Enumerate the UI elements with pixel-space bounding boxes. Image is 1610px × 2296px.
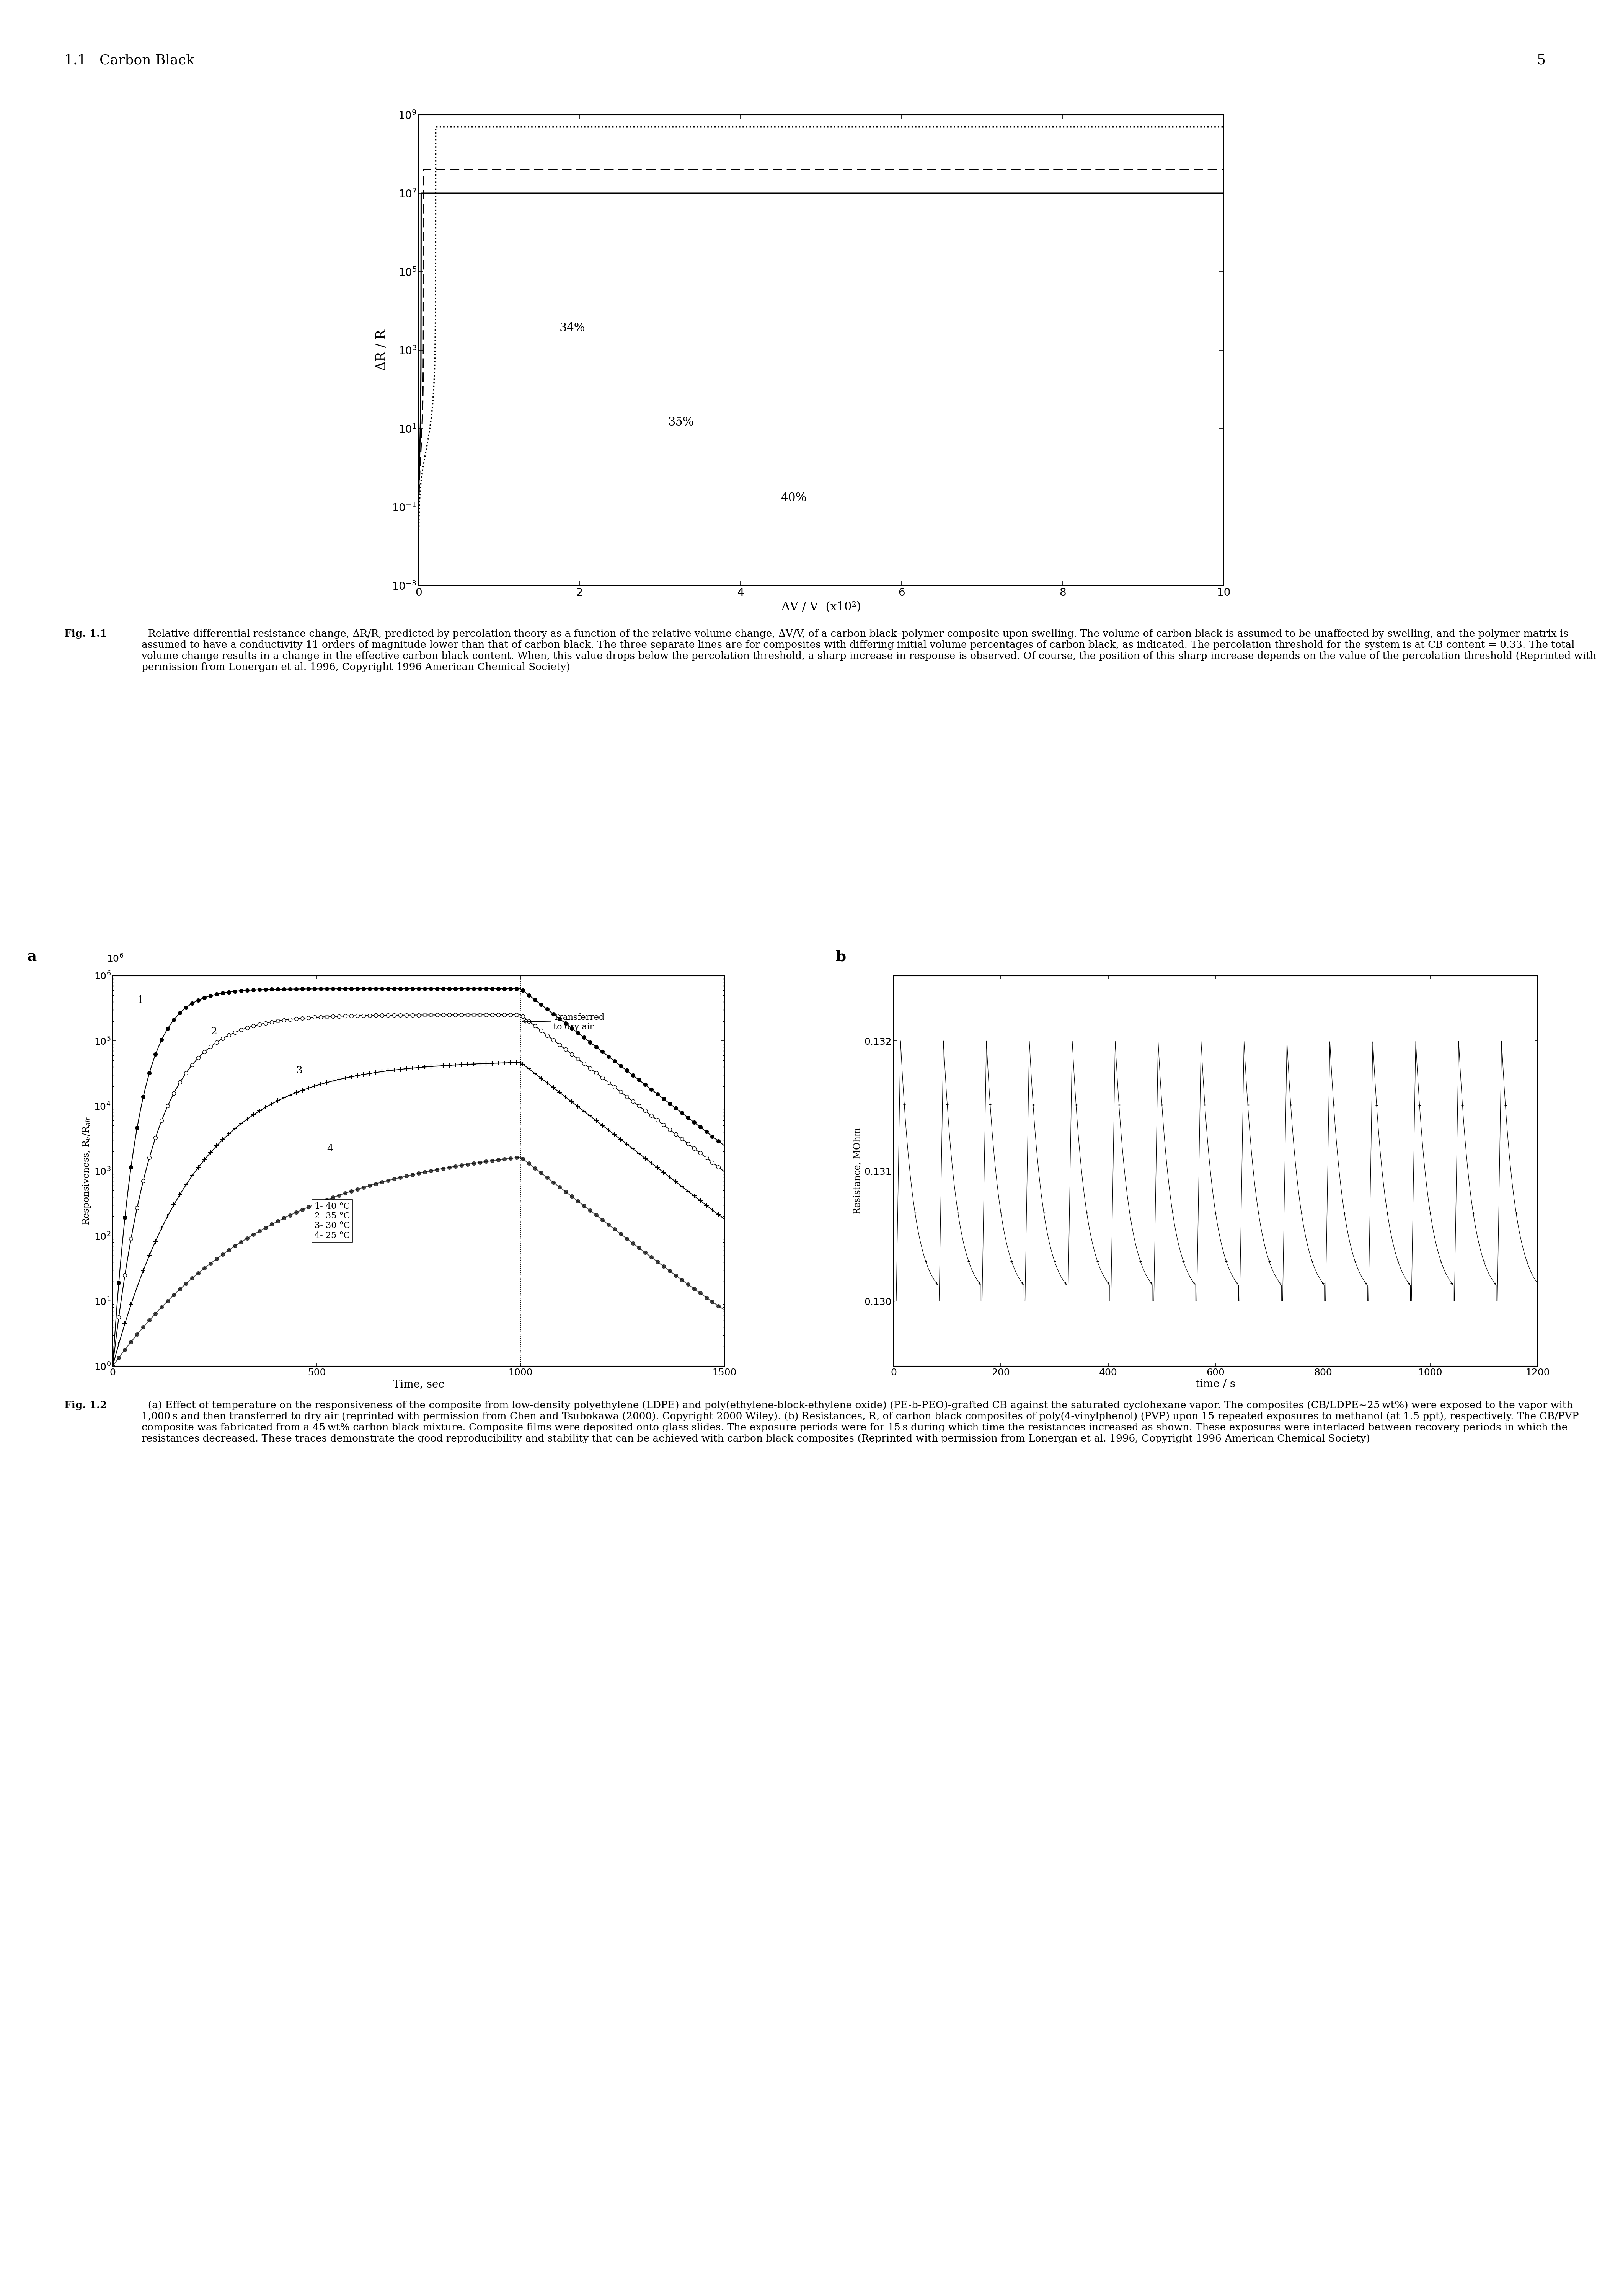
Text: 34%: 34% (560, 321, 586, 335)
Text: 1.1   Carbon Black: 1.1 Carbon Black (64, 55, 195, 67)
Text: 1- 40 °C
2- 35 °C
3- 30 °C
4- 25 °C: 1- 40 °C 2- 35 °C 3- 30 °C 4- 25 °C (314, 1203, 349, 1240)
Text: Fig. 1.1: Fig. 1.1 (64, 629, 106, 638)
Text: 5: 5 (1538, 55, 1546, 67)
X-axis label: ΔV / V  (x10²): ΔV / V (x10²) (781, 602, 861, 613)
Text: $10^6$: $10^6$ (106, 953, 124, 964)
Y-axis label: Responsiveness, R$_v$/R$_{air}$: Responsiveness, R$_v$/R$_{air}$ (82, 1116, 92, 1226)
Y-axis label: Resistance, MOhm: Resistance, MOhm (853, 1127, 861, 1215)
Text: 2: 2 (211, 1026, 217, 1035)
Text: b: b (836, 951, 845, 964)
Text: a: a (27, 951, 37, 964)
Text: (a) Effect of temperature on the responsiveness of the composite from low-densit: (a) Effect of temperature on the respons… (142, 1401, 1579, 1444)
Text: 35%: 35% (668, 416, 694, 427)
Text: Transferred
to dry air: Transferred to dry air (522, 1013, 605, 1031)
Text: 40%: 40% (781, 491, 807, 505)
Text: 3: 3 (296, 1065, 303, 1075)
Y-axis label: ΔR / R: ΔR / R (375, 331, 388, 370)
Text: 1: 1 (137, 996, 143, 1006)
X-axis label: Time, sec: Time, sec (393, 1380, 444, 1389)
X-axis label: time / s: time / s (1196, 1380, 1235, 1389)
Text: 4: 4 (327, 1143, 333, 1153)
Text: Relative differential resistance change, ΔR/R, predicted by percolation theory a: Relative differential resistance change,… (142, 629, 1597, 673)
Text: Fig. 1.2: Fig. 1.2 (64, 1401, 106, 1410)
